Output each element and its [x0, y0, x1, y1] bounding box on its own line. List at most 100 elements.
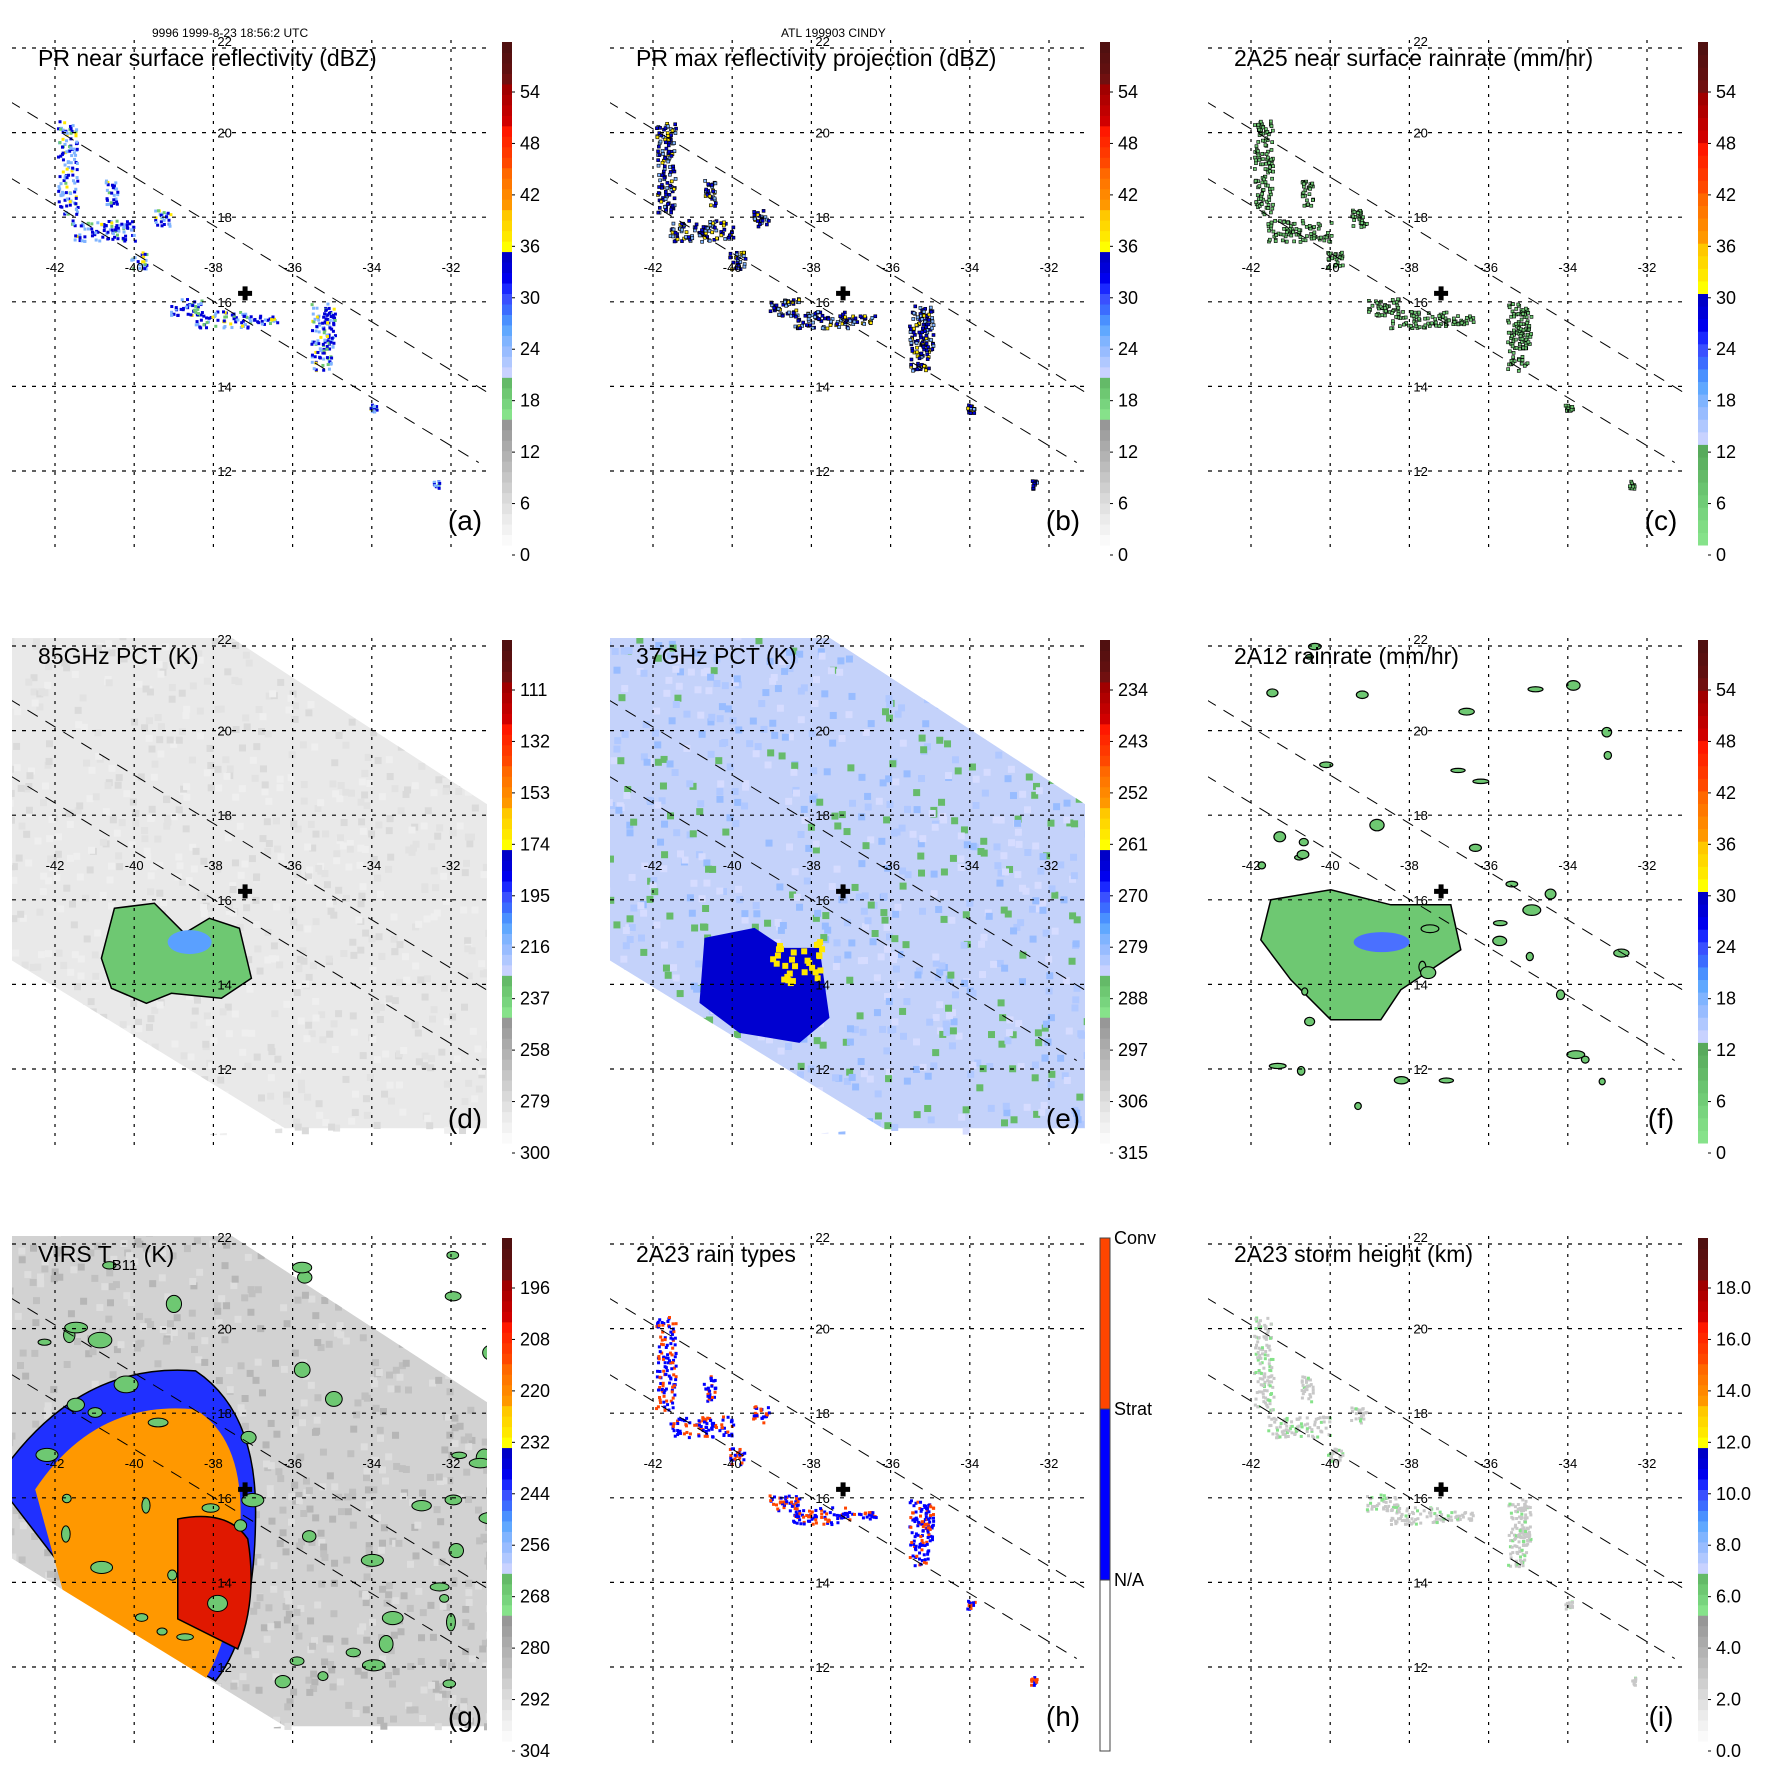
pixel — [274, 1055, 282, 1063]
pixel — [291, 1481, 299, 1489]
pixel — [75, 721, 83, 729]
pixel — [623, 792, 631, 800]
colorbar-segment — [1100, 429, 1110, 441]
pixel — [874, 1090, 882, 1098]
pixel — [385, 1582, 393, 1590]
echo-pixel — [797, 297, 801, 302]
echo-pixel — [667, 192, 672, 197]
colorbar-segment — [502, 471, 512, 483]
echo-pixel — [1327, 239, 1332, 244]
pixel — [25, 678, 33, 686]
pixel — [1090, 861, 1097, 868]
echo-pixel — [656, 163, 661, 168]
echo-pixel — [666, 202, 670, 206]
echo-pixel — [714, 228, 719, 233]
colorbar-label: 36 — [1118, 236, 1138, 256]
colorbar-segment — [502, 839, 512, 851]
echo-pixel — [332, 341, 336, 345]
pixel — [74, 706, 82, 714]
tmi-rain-cell — [1419, 966, 1437, 980]
pixel — [675, 682, 683, 690]
pixel — [221, 1262, 229, 1270]
pixel — [77, 1263, 85, 1271]
pixel — [640, 948, 648, 956]
echo-pixel — [1351, 214, 1355, 219]
pixel — [992, 816, 1000, 824]
pixel — [449, 1013, 457, 1021]
echo-pixel — [329, 340, 333, 344]
pixel — [874, 1112, 882, 1120]
echo-pixel — [723, 237, 728, 241]
pixel — [222, 756, 230, 764]
colorbar-segment — [502, 104, 512, 116]
echo-pixel — [1521, 328, 1526, 333]
pixel — [294, 1066, 302, 1074]
pixel — [307, 1381, 315, 1389]
echo-pixel — [1409, 324, 1413, 328]
pixel — [77, 972, 85, 980]
pixel — [439, 1690, 447, 1698]
pixel — [424, 1114, 432, 1122]
pixel — [924, 1072, 932, 1080]
pixel — [190, 1282, 198, 1290]
colorbar-segment — [1100, 293, 1110, 305]
pixel — [840, 896, 848, 904]
echo-pixel — [322, 357, 326, 361]
echo-pixel — [202, 323, 206, 327]
colorbar-segment — [1100, 713, 1110, 725]
pixel — [242, 714, 250, 722]
pixel — [451, 1457, 459, 1465]
echo-pixel — [65, 185, 69, 189]
pixel — [45, 663, 53, 671]
echo-pixel — [841, 312, 845, 317]
pixel — [675, 656, 683, 664]
echo-pixel — [1512, 359, 1517, 364]
pixel — [602, 963, 609, 970]
pixel — [271, 1010, 279, 1018]
echo-pixel — [224, 315, 228, 319]
colorbar-segment — [1698, 67, 1708, 81]
pixel — [655, 642, 663, 650]
echo-pixel — [816, 317, 821, 321]
pixel — [229, 909, 237, 917]
echo-pixel — [222, 326, 226, 330]
pixel — [293, 1118, 301, 1126]
pixel — [241, 1422, 249, 1430]
echo-pixel — [1411, 314, 1416, 318]
pixel — [157, 670, 165, 678]
pixel — [208, 1062, 216, 1070]
echo-pixel — [658, 126, 662, 130]
pixel — [1040, 1101, 1048, 1109]
echo-pixel — [700, 239, 704, 244]
lat-tick-label: 22 — [815, 34, 829, 49]
pixel — [299, 741, 307, 749]
echo-pixel — [924, 333, 929, 338]
pixel — [773, 939, 781, 947]
pixel — [597, 840, 604, 847]
pixel — [676, 990, 684, 998]
pixel — [251, 774, 259, 782]
echo-pixel — [1300, 194, 1305, 199]
pixel — [896, 950, 904, 958]
pixel — [290, 918, 298, 926]
colorbar-segment — [502, 398, 512, 410]
pixel — [1002, 1102, 1010, 1110]
colorbar-label: 24 — [1716, 937, 1736, 957]
pixel — [188, 1309, 196, 1317]
echo-pixel — [115, 219, 119, 223]
colorbar-label: 48 — [1716, 133, 1736, 153]
echo-pixel — [166, 211, 170, 215]
pixel — [254, 1286, 262, 1294]
pixel — [904, 805, 912, 813]
pixel — [460, 1436, 468, 1444]
pixel — [786, 970, 793, 977]
colorbar-segment — [502, 849, 512, 861]
pixel — [816, 798, 824, 806]
echo-pixel — [310, 342, 314, 346]
echo-pixel — [1519, 317, 1524, 322]
pixel — [295, 965, 303, 973]
pixel — [337, 1331, 345, 1339]
pixel — [488, 875, 495, 882]
pixel — [923, 743, 931, 751]
